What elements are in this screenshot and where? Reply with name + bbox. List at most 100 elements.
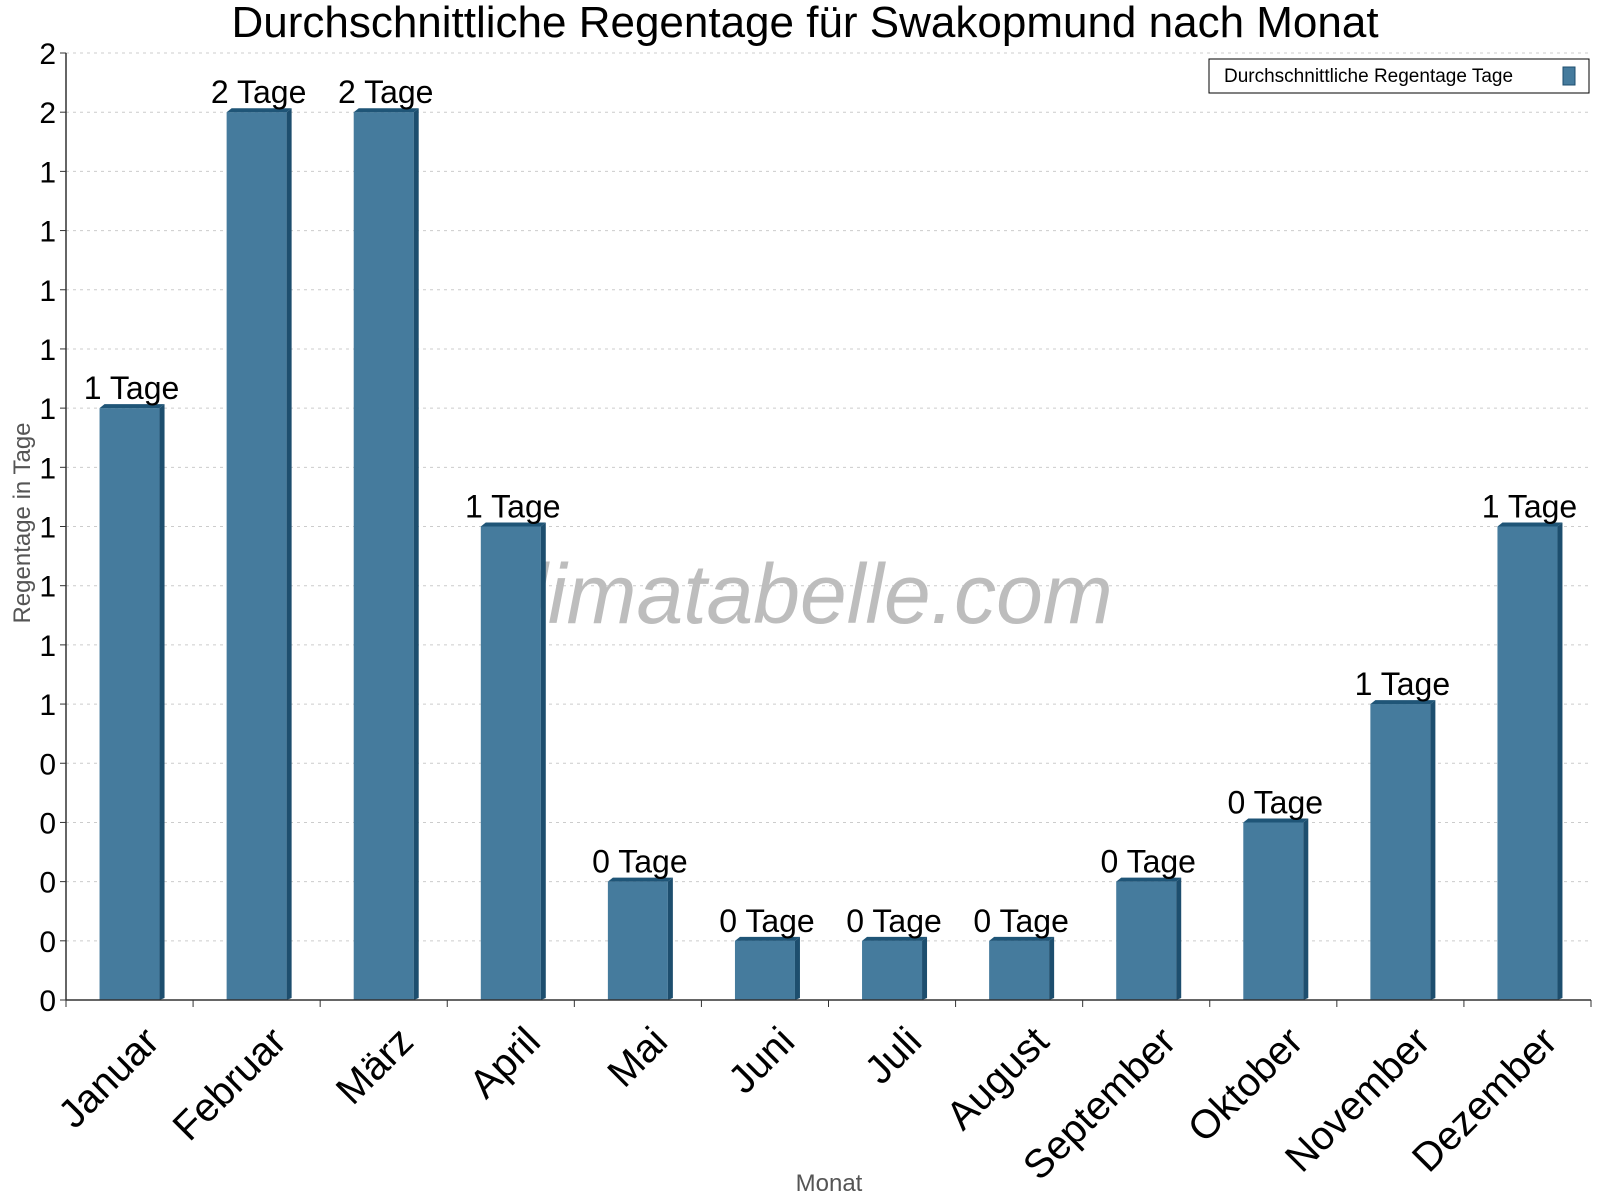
x-tick-label: Oktober [1180, 1019, 1312, 1151]
y-tick-label: 2 [39, 38, 56, 71]
legend-swatch [1562, 66, 1576, 86]
data-label: 1 Tage [465, 489, 561, 525]
bar-side [159, 404, 165, 1000]
x-tick-label: Juni [720, 1019, 803, 1102]
bar-top [226, 108, 292, 113]
bar-august [989, 936, 1055, 1000]
bar-top [353, 108, 419, 113]
bar-face [99, 408, 160, 1000]
chart-title: Durchschnittliche Regentage für Swakopmu… [231, 0, 1378, 47]
bar-face [1370, 704, 1431, 1000]
y-axis-label: Regentage in Tage [9, 422, 36, 623]
bar-dezember [1497, 522, 1563, 1000]
bar-top [607, 877, 673, 882]
bar-top [1116, 877, 1182, 882]
legend-box [1208, 58, 1590, 94]
x-tick-label: April [461, 1019, 549, 1107]
data-label: 1 Tage [84, 370, 180, 406]
data-label: 0 Tage [846, 903, 942, 939]
bar-side [1303, 818, 1309, 1000]
bar-top [1370, 700, 1436, 705]
bar-juni [734, 936, 800, 1000]
y-tick-label: 1 [39, 452, 56, 485]
data-labels: 1 Tage 2 Tage 2 Tage 1 Tage 0 Tage 0 Tage 0 Ta… [84, 74, 1577, 939]
x-tick-label: Mai [599, 1019, 676, 1096]
data-label: 0 Tage [973, 903, 1069, 939]
y-tick-label: 0 [39, 748, 56, 781]
y-tick-label: 1 [39, 334, 56, 367]
bar-side [1430, 700, 1436, 1000]
bar-top [862, 936, 928, 941]
y-tick-label: 1 [39, 512, 56, 545]
bar-april [480, 522, 546, 1000]
bar-face [862, 940, 923, 1000]
bar-top [734, 936, 800, 941]
bar-face [226, 112, 287, 1000]
bars [99, 108, 1563, 1000]
bar-face [607, 881, 668, 1000]
bar-face [480, 526, 541, 1000]
bar-side [286, 108, 292, 1000]
x-tick-label: März [328, 1019, 422, 1113]
y-tick-label: 1 [39, 393, 56, 426]
data-label: 0 Tage [1228, 784, 1324, 820]
bar-top [1243, 818, 1309, 823]
y-tick-label: 1 [39, 216, 56, 249]
legend: Durchschnittliche Regentage Tage [1208, 58, 1590, 94]
data-label: 0 Tage [592, 844, 688, 880]
data-label: 1 Tage [1482, 489, 1578, 525]
y-tick-label: 0 [39, 926, 56, 959]
data-label: 1 Tage [1355, 666, 1451, 702]
bar-september [1116, 877, 1182, 1000]
data-label: 2 Tage [211, 74, 307, 110]
bar-januar [99, 404, 165, 1000]
y-tick-label: 1 [39, 156, 56, 189]
bar-face [1243, 822, 1304, 1000]
bar-side [540, 522, 546, 1000]
y-tick-label: 1 [39, 630, 56, 663]
x-tick-label: August [938, 1019, 1057, 1138]
bar-top [989, 936, 1055, 941]
bar-side [667, 877, 673, 1000]
bar-face [353, 112, 414, 1000]
bar-face [734, 940, 795, 1000]
bar-side [1176, 877, 1182, 1000]
bar-face [989, 940, 1050, 1000]
y-tick-label: 2 [39, 97, 56, 130]
bar-februar [226, 108, 292, 1000]
legend-label: Durchschnittliche Regentage Tage [1224, 66, 1513, 87]
data-label: 2 Tage [338, 74, 434, 110]
y-tick-label: 0 [39, 807, 56, 840]
y-tick-label: 1 [39, 275, 56, 308]
bar-mai [607, 877, 673, 1000]
y-tick-label: 0 [39, 867, 56, 900]
y-tick-label: 1 [39, 571, 56, 604]
bar-top [1497, 522, 1563, 527]
axes [60, 52, 1592, 1007]
bar-side [922, 936, 928, 1000]
bar-side [413, 108, 419, 1000]
grid-lines [66, 52, 1591, 942]
data-label: 0 Tage [719, 903, 815, 939]
bar-juli [862, 936, 928, 1000]
bar-oktober [1243, 818, 1309, 1000]
bar-side [1049, 936, 1055, 1000]
y-tick-label: 0 [39, 985, 56, 1018]
bar-märz [353, 108, 419, 1000]
x-tick-label: Juli [857, 1019, 931, 1093]
bar-side [1557, 522, 1563, 1000]
data-label: 0 Tage [1100, 844, 1196, 880]
bar-face [1116, 881, 1177, 1000]
y-tick-labels: 0 0 0 0 0 1 1 1 1 1 1 1 1 1 1 2 2 [39, 38, 56, 1018]
y-tick-label: 1 [39, 689, 56, 722]
bar-top [99, 404, 165, 409]
bar-november [1370, 700, 1436, 1000]
x-tick-label: Februar [165, 1019, 295, 1149]
x-tick-label: Januar [50, 1019, 168, 1137]
bar-face [1497, 526, 1558, 1000]
bar-side [794, 936, 800, 1000]
watermark: klimatabelle.com [487, 547, 1113, 641]
bar-top [480, 522, 546, 527]
